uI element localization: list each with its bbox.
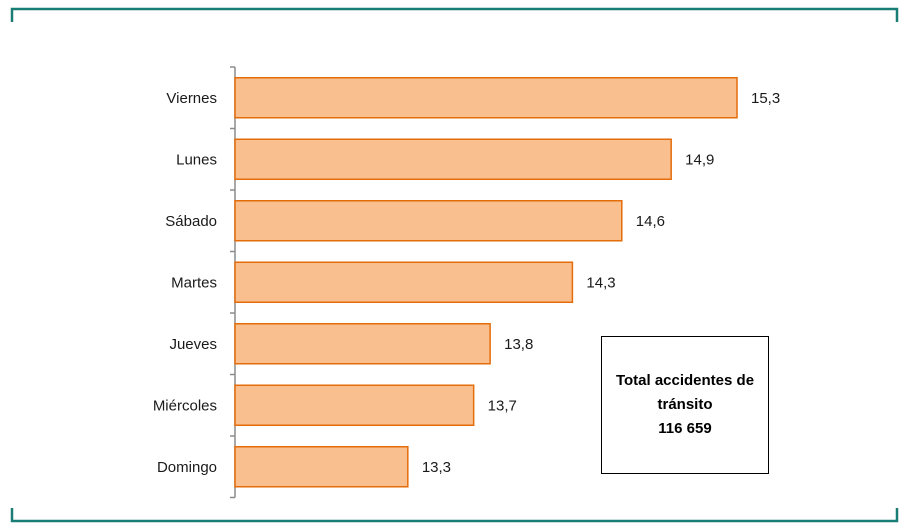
data-label: 13,8 (504, 336, 533, 353)
data-label: 14,3 (586, 274, 615, 291)
frame-top-border (10, 7, 899, 22)
bars: 15,3 14,9 14,6 14,3 13,8 13,7 13,3 (234, 77, 780, 488)
category-label: Lunes (176, 151, 217, 168)
data-label: 14,9 (685, 151, 714, 168)
bar (234, 261, 574, 303)
category-label: Miércoles (153, 397, 217, 414)
bar (234, 200, 623, 242)
bar (234, 138, 672, 180)
category-label: Sábado (165, 213, 217, 230)
category-label: Jueves (169, 336, 217, 353)
bar (234, 446, 409, 488)
total-value: 116 659 (658, 420, 712, 437)
total-accidents-box: Total accidentes de tránsito 116 659 (601, 336, 769, 474)
y-axis: Viernes Lunes Sábado Martes Jueves Miércoles D… (153, 66, 236, 499)
category-label: Domingo (157, 459, 217, 476)
data-label: 13,7 (488, 397, 517, 414)
total-label-line2: tránsito (657, 396, 713, 413)
category-label: Martes (171, 274, 217, 291)
bar (234, 77, 738, 119)
category-label: Viernes (166, 90, 217, 107)
data-label: 14,6 (636, 213, 665, 230)
data-label: 13,3 (422, 459, 451, 476)
frame-bottom-border (10, 508, 899, 523)
bar (234, 323, 491, 365)
bar (234, 384, 475, 426)
data-label: 15,3 (751, 90, 780, 107)
total-label-line1: Total accidentes de (615, 372, 755, 389)
